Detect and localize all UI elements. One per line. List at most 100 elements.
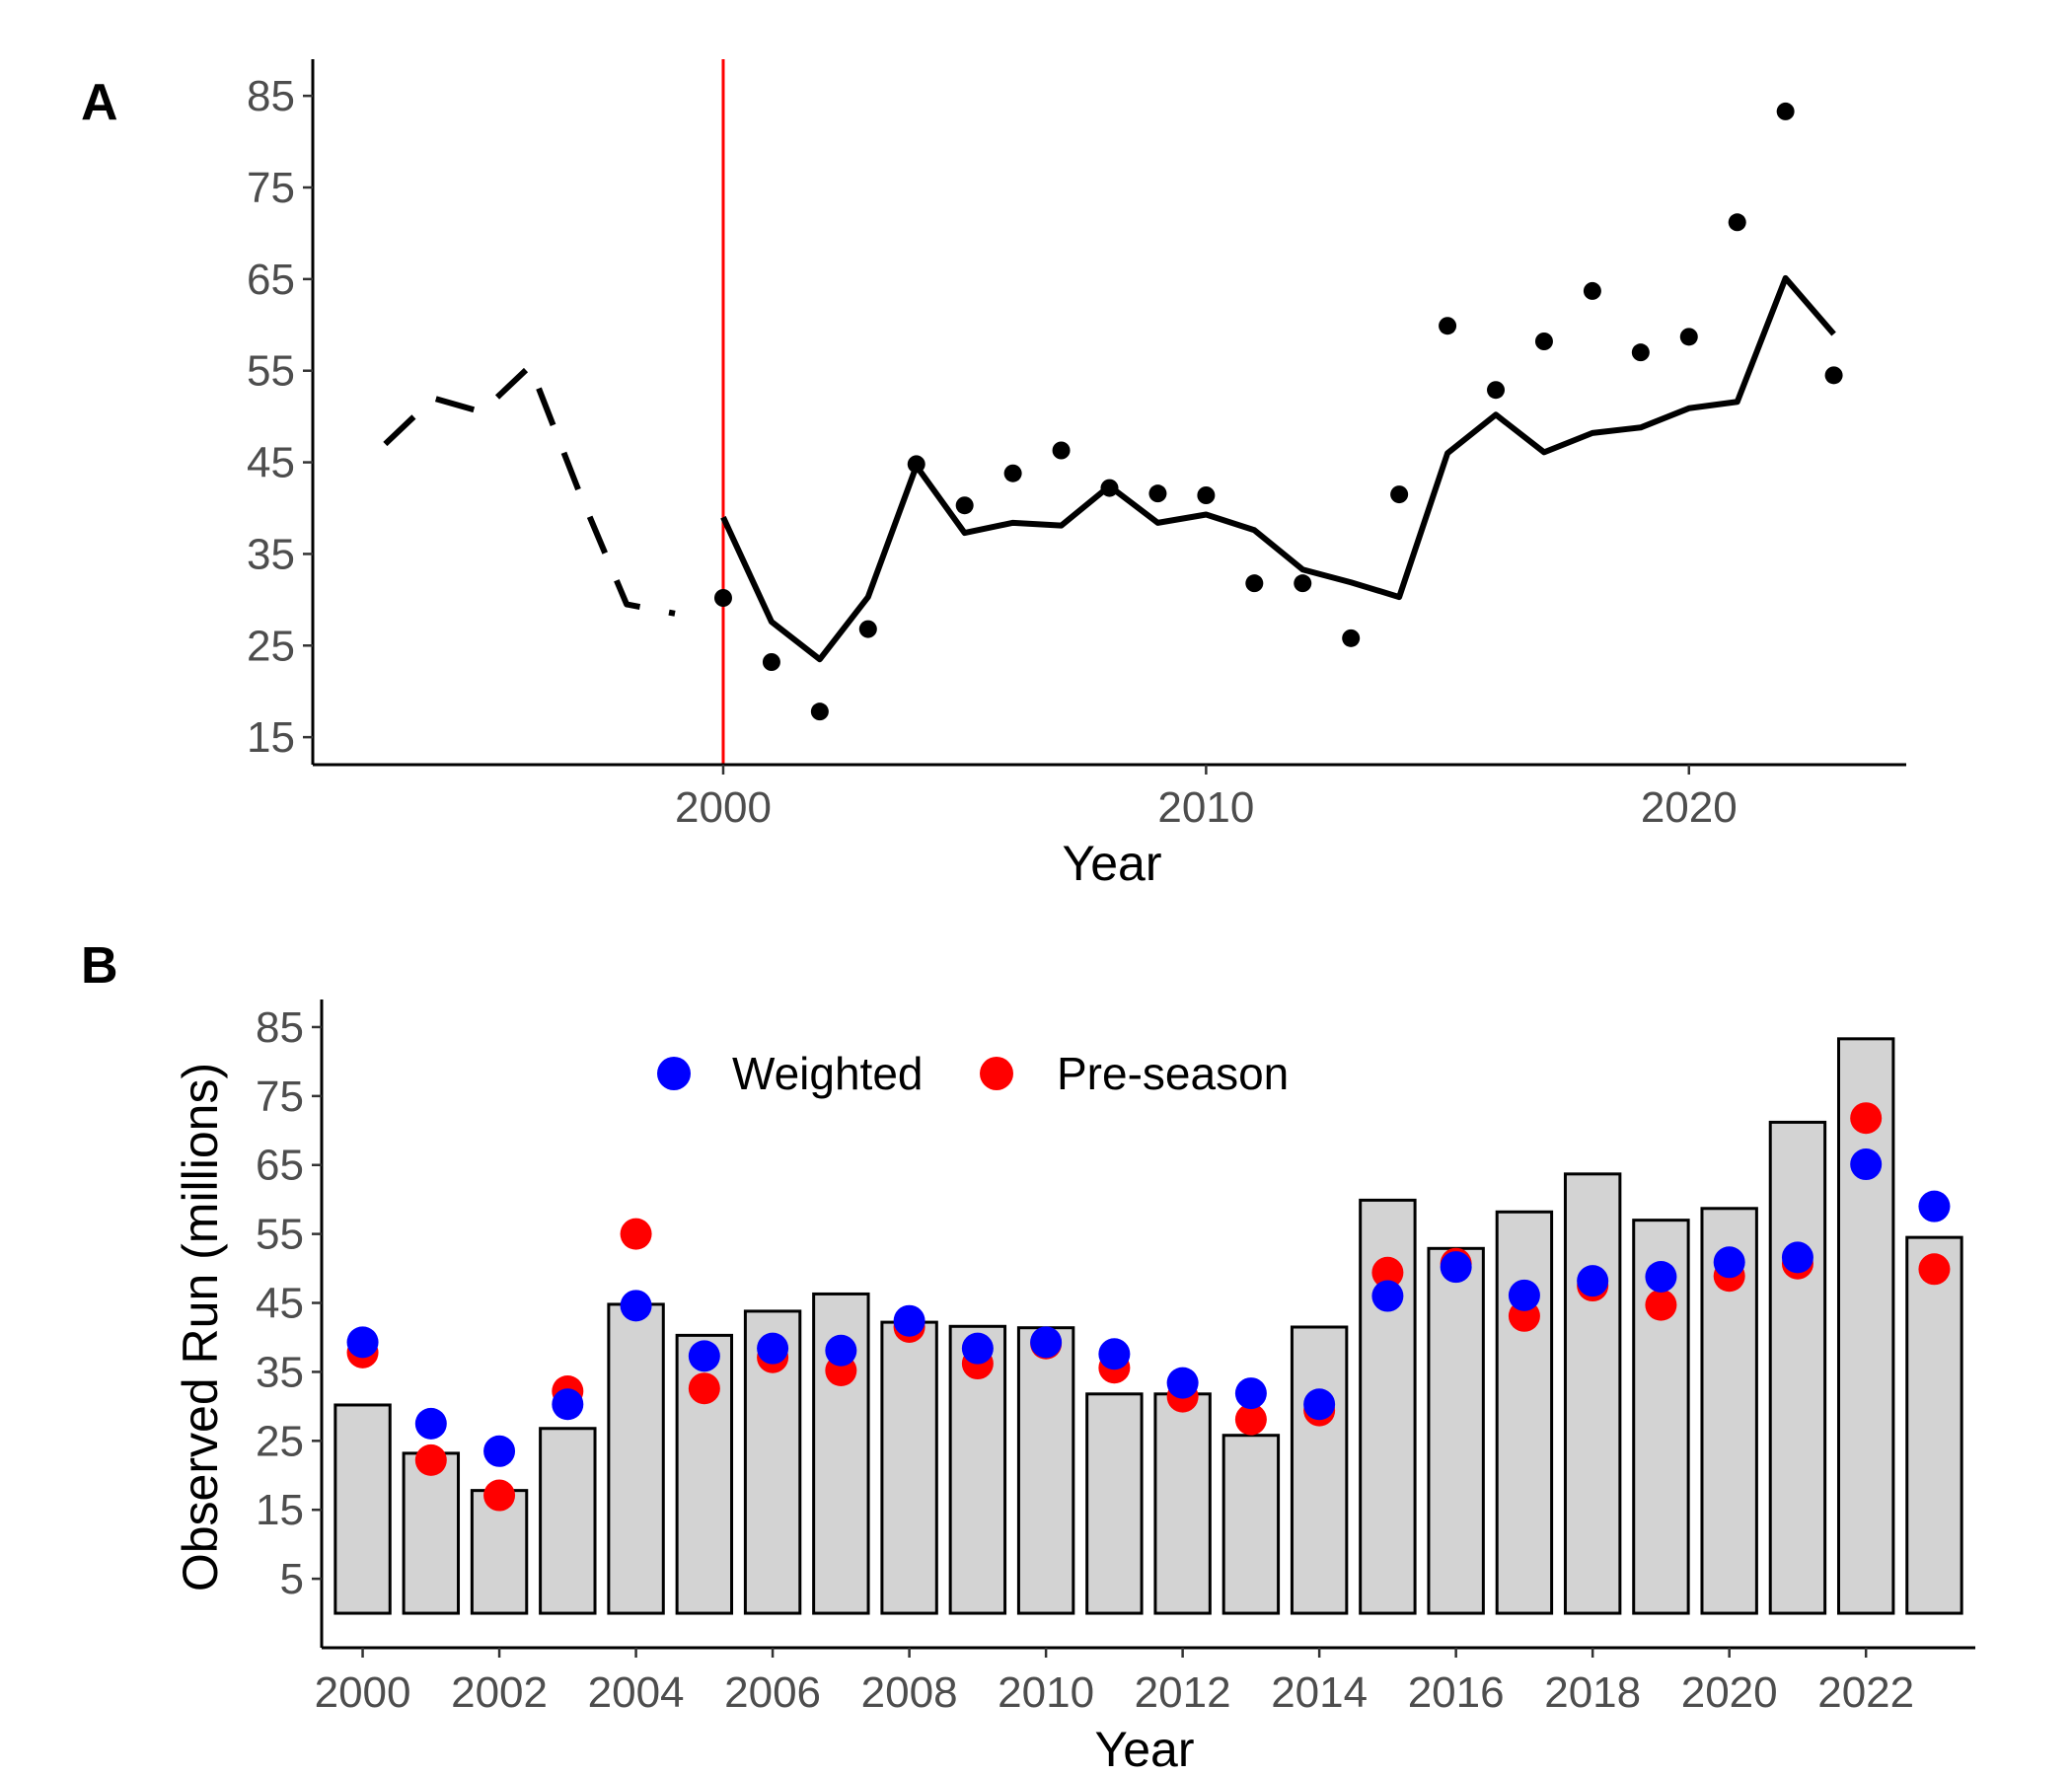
panel-b-x-tick-label: 2004 (588, 1668, 685, 1717)
panel-a-y-tick-label: 45 (247, 439, 295, 487)
observed-run-bar (333, 1403, 392, 1615)
preseason-point (1918, 1253, 1951, 1286)
observed-point (1534, 333, 1553, 350)
observed-point (713, 589, 732, 607)
panel-a-x-tick-label: 2010 (1157, 783, 1254, 832)
observed-point (810, 703, 829, 721)
weighted-point (483, 1435, 516, 1467)
weighted-point (1234, 1377, 1267, 1410)
weighted-point (620, 1290, 652, 1322)
observed-run-bar (1085, 1392, 1144, 1615)
observed-point (1148, 484, 1167, 503)
panel-a-points-layer (713, 102, 1843, 721)
panel-a: A 15 25 35 45 55 65 75 85 2000 2010 2020 Year (81, 59, 1906, 891)
observed-run-bar (1836, 1037, 1895, 1615)
observed-point (1824, 366, 1843, 385)
observed-point (1100, 479, 1119, 497)
panel-b-y-tick-label: 45 (256, 1280, 304, 1328)
panel-b-y-tick-label: 65 (256, 1142, 304, 1190)
weighted-point (825, 1334, 857, 1367)
observed-point (1439, 317, 1457, 335)
weighted-point (1645, 1260, 1677, 1293)
panel-a-tag: A (81, 74, 118, 131)
weighted-point (1303, 1388, 1336, 1421)
observed-run-bar (1153, 1392, 1212, 1615)
panel-a-x-tick-label: 2020 (1641, 783, 1738, 832)
panel-b-x-tick-label: 2000 (315, 1668, 411, 1717)
panel-b-y-tick-label: 25 (256, 1417, 304, 1465)
observed-run-bar (1495, 1210, 1554, 1615)
weighted-point (757, 1332, 789, 1365)
weighted-point (1781, 1241, 1813, 1274)
weighted-point (893, 1304, 925, 1337)
observed-run-bar (470, 1489, 529, 1615)
panel-b-bars-layer (333, 1037, 1963, 1615)
observed-point (1390, 485, 1409, 504)
panel-b-y-tick-label: 35 (256, 1348, 304, 1396)
panel-b-x-tick-label: 2006 (724, 1668, 821, 1717)
panel-b: B 5 15 25 35 45 55 65 75 85 2000 2002 2004 2006 2008 2… (81, 937, 1975, 1776)
panel-a-x-axis-title: Year (1062, 836, 1161, 891)
panel-a-y-tick-label: 15 (247, 713, 295, 762)
observed-point (1487, 381, 1506, 400)
observed-run-bar (539, 1427, 597, 1615)
panel-b-axes: 5 15 25 35 45 55 65 75 85 2000 2002 2004 2006 2008 201… (256, 999, 1975, 1717)
preseason-point (1371, 1256, 1404, 1289)
weighted-point (1166, 1367, 1199, 1399)
weighted-point (1030, 1326, 1063, 1359)
panel-b-tag: B (81, 937, 118, 995)
legend-preseason-label: Pre-season (1057, 1048, 1289, 1099)
weighted-point (1713, 1246, 1745, 1279)
panel-b-y-tick-label: 15 (256, 1486, 304, 1534)
panel-b-x-tick-label: 2016 (1408, 1668, 1505, 1717)
observed-run-bar (1016, 1326, 1075, 1615)
preseason-point (483, 1479, 516, 1512)
panel-b-x-tick-label: 2010 (998, 1668, 1094, 1717)
panel-b-x-tick-label: 2022 (1817, 1668, 1914, 1717)
observed-point (1679, 328, 1698, 346)
legend-weighted-label: Weighted (732, 1048, 924, 1099)
weighted-point (961, 1332, 994, 1365)
observed-point (762, 653, 780, 671)
weighted-point (346, 1326, 379, 1359)
weighted-point (688, 1340, 720, 1372)
legend-weighted-dot (657, 1057, 691, 1090)
observed-point (1294, 574, 1312, 593)
panel-b-x-tick-label: 2020 (1681, 1668, 1778, 1717)
panel-a-y-tick-label: 65 (247, 256, 295, 304)
observed-point (907, 455, 925, 474)
preseason-point (1850, 1102, 1883, 1135)
panel-a-y-tick-label: 25 (247, 622, 295, 670)
observed-run-bar (402, 1451, 461, 1615)
panel-b-y-tick-label: 85 (256, 1003, 304, 1052)
weighted-point (1098, 1338, 1131, 1370)
panel-b-x-tick-label: 2018 (1544, 1668, 1641, 1717)
observed-point (1197, 486, 1216, 504)
observed-run-bar (1221, 1434, 1281, 1615)
weighted-point (1440, 1251, 1472, 1284)
observed-run-bar (1768, 1120, 1827, 1615)
observed-point (1776, 102, 1795, 120)
observed-point (1583, 281, 1601, 300)
panel-a-axes: 15 25 35 45 55 65 75 85 2000 2010 2020 (247, 59, 1906, 832)
observed-point (1631, 343, 1650, 362)
weighted-point (414, 1407, 447, 1440)
observed-point (1728, 213, 1746, 232)
preseason-point (414, 1443, 447, 1476)
weighted-point (1918, 1190, 1951, 1222)
panel-a-y-tick-label: 35 (247, 530, 295, 578)
observed-run-bar (607, 1302, 665, 1615)
observed-run-bar (1290, 1325, 1349, 1615)
forecast-solid-line (720, 274, 1836, 663)
panel-b-y-tick-label: 5 (280, 1555, 304, 1603)
panel-b-x-tick-label: 2002 (451, 1668, 548, 1717)
observed-run-bar (1427, 1246, 1485, 1615)
observed-point (1245, 574, 1264, 593)
legend: Weighted Pre-season (657, 1048, 1289, 1099)
observed-run-bar (880, 1320, 938, 1615)
panel-a-y-tick-label: 85 (247, 72, 295, 120)
panel-b-y-tick-label: 75 (256, 1073, 304, 1121)
legend-preseason-dot (980, 1057, 1013, 1090)
weighted-point (1508, 1279, 1540, 1311)
